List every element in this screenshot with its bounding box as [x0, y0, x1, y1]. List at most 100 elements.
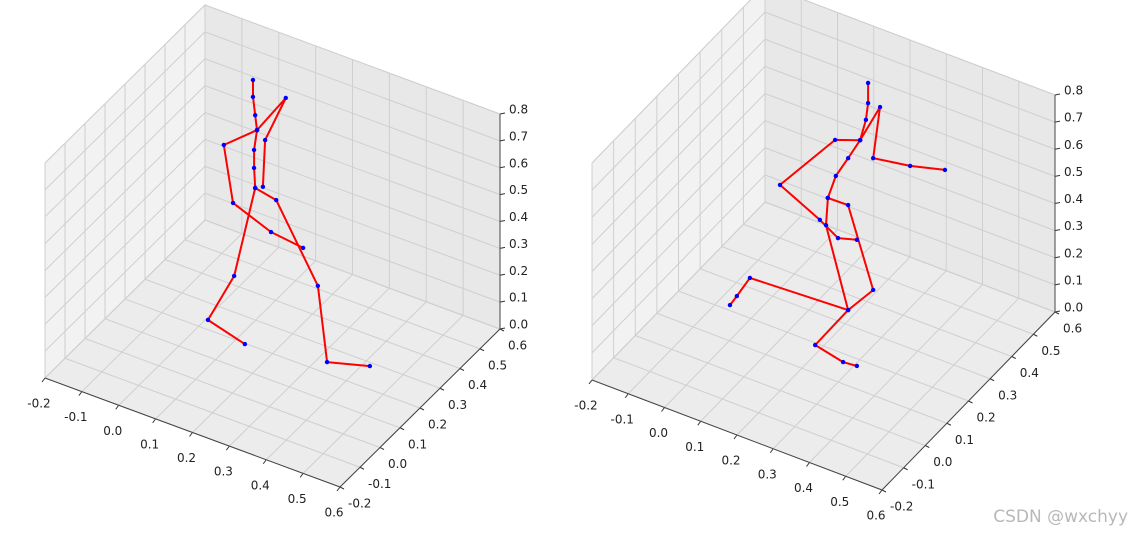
tick-mark [499, 273, 506, 276]
tick-mark [152, 418, 157, 424]
joint-marker [845, 307, 851, 313]
x-tick-label: -0.2 [574, 399, 597, 413]
tick-mark [336, 486, 341, 492]
y-tick-label: 0.0 [933, 455, 952, 469]
joint-marker [324, 359, 330, 365]
y-tick-label: 0.0 [388, 457, 407, 471]
x-tick-label: 0.0 [103, 424, 122, 438]
joint-marker [262, 137, 268, 143]
tick-mark [624, 393, 629, 399]
y-tick-label: 0.4 [468, 378, 487, 392]
grid-line [44, 112, 206, 271]
joint-marker [877, 104, 883, 110]
z-tick-label: 0.1 [509, 291, 528, 305]
grid-line [44, 58, 206, 218]
grid-line [764, 93, 1056, 204]
z-tick-label: 0.2 [1064, 246, 1083, 260]
joint-marker [845, 155, 851, 161]
x-tick-label: 0.3 [214, 465, 233, 479]
tick-mark [1011, 356, 1016, 359]
joint-marker [260, 184, 266, 190]
z-tick-label: 0.4 [1064, 192, 1083, 206]
x-tick-label: -0.1 [611, 412, 634, 426]
grid-line [764, 65, 1056, 177]
tick-mark [903, 467, 908, 471]
joint-marker [254, 127, 260, 133]
grid-line [764, 201, 1056, 313]
x-tick-label: -0.2 [27, 397, 50, 411]
z-tick-label: 0.1 [1064, 273, 1083, 287]
z-tick-label: 0.6 [509, 156, 528, 170]
joint-marker [221, 142, 227, 148]
grid-line [104, 318, 401, 429]
z-tick-label: 0.2 [509, 264, 528, 278]
grid-line [699, 268, 991, 380]
grid-line [44, 219, 206, 379]
joint-marker [300, 245, 306, 251]
y-tick-label: -0.1 [912, 477, 935, 491]
joint-marker [727, 302, 733, 308]
z-tick-label: 0.3 [509, 237, 528, 251]
y-tick-label: -0.2 [348, 497, 371, 511]
grid-line [44, 165, 206, 325]
z-tick-label: 0.4 [509, 210, 528, 224]
grid-line [84, 338, 381, 448]
joint-marker [942, 167, 948, 173]
joint-marker [252, 112, 258, 118]
grid-line [204, 58, 501, 169]
joint-marker [230, 200, 236, 206]
y-tick-label: 0.1 [408, 437, 427, 451]
joint-marker [835, 235, 841, 241]
grid-line [764, 147, 1056, 259]
grid-line [204, 31, 501, 142]
joint-marker [367, 363, 373, 369]
grid-line [764, 11, 1056, 123]
z-tick-label: 0.3 [1064, 219, 1083, 233]
grid-line [764, 174, 1056, 286]
joint-marker [817, 217, 823, 223]
grid-line [743, 223, 1034, 335]
joint-marker [315, 283, 321, 289]
joint-marker [825, 195, 831, 201]
joint-marker [231, 273, 237, 279]
tick-mark [1054, 147, 1061, 150]
z-tick-label: 0.7 [509, 129, 528, 143]
joint-marker [747, 275, 753, 281]
grid-line [44, 85, 206, 244]
axes-3d: -0.2-0.10.00.10.20.30.40.50.6-0.2-0.10.0… [27, 3, 528, 520]
joint-marker [907, 163, 913, 169]
grid-line [591, 147, 766, 327]
joint-marker [205, 317, 211, 323]
tick-mark [379, 447, 385, 450]
tick-mark [439, 387, 445, 391]
tick-mark [1054, 174, 1061, 177]
z-tick-label: 0.0 [1064, 301, 1083, 315]
joint-marker [251, 147, 257, 153]
joint-marker [863, 117, 869, 123]
tick-mark [881, 489, 887, 493]
joint-marker [870, 155, 876, 161]
tick-mark [697, 420, 702, 426]
joint-marker [833, 173, 839, 179]
grid-line [44, 31, 206, 191]
tick-mark [359, 466, 365, 470]
tick-mark [733, 434, 738, 440]
z-tick-label: 0.8 [509, 103, 528, 117]
tick-mark [399, 427, 405, 431]
joint-marker [854, 237, 860, 243]
tick-mark [842, 475, 847, 481]
grid-line [764, 120, 1056, 232]
tick-mark [661, 407, 665, 412]
joint-marker [283, 95, 288, 101]
grid-line [44, 4, 206, 164]
y-tick-label: 0.3 [448, 398, 467, 412]
grid-line [764, 38, 1056, 150]
y-tick-label: 0.3 [998, 388, 1017, 402]
y-tick-label: -0.1 [368, 477, 391, 491]
grid-line [64, 357, 361, 468]
tick-mark [968, 400, 973, 404]
grid-line [144, 278, 441, 389]
x-tick-label: 0.6 [866, 509, 885, 523]
tick-mark [1054, 283, 1061, 286]
